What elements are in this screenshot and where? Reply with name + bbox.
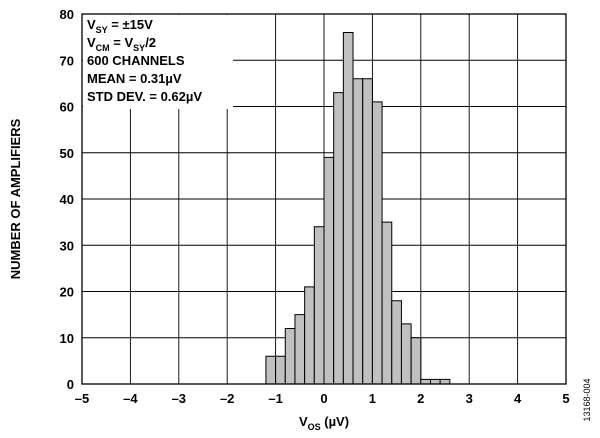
histogram-bar bbox=[400, 323, 412, 385]
plot-frame bbox=[81, 13, 567, 385]
annotation-line: 600 CHANNELS bbox=[87, 53, 185, 68]
histogram-bar bbox=[371, 101, 383, 385]
y-tick-label: 30 bbox=[60, 238, 74, 253]
x-tick-label: –2 bbox=[220, 391, 234, 406]
x-tick-label: –4 bbox=[123, 391, 138, 406]
histogram-bar bbox=[323, 156, 335, 385]
y-tick-labels: 0 10 20 30 40 50 60 70 80 bbox=[60, 7, 74, 392]
histogram-bar bbox=[420, 378, 431, 385]
y-tick-label: 50 bbox=[60, 146, 74, 161]
histogram-bar bbox=[429, 378, 441, 385]
y-tick-label: 80 bbox=[60, 7, 74, 22]
y-tick-label: 0 bbox=[67, 377, 74, 392]
x-tick-labels: –5 –4 –3 –2 –1 0 1 2 3 4 5 bbox=[75, 391, 570, 406]
annotation-line: VCM = VSY/2 bbox=[87, 35, 156, 53]
histogram-bar bbox=[275, 355, 286, 385]
histogram-bar bbox=[391, 300, 402, 385]
histogram-bar bbox=[410, 337, 422, 385]
annotation-line: VSY = ±15V bbox=[87, 17, 153, 35]
y-tick-label: 20 bbox=[60, 285, 74, 300]
x-tick-label: 4 bbox=[514, 391, 522, 406]
histogram-bar bbox=[342, 32, 354, 385]
annotation-line: STD DEV. = 0.62µV bbox=[87, 89, 202, 104]
x-tick-label: 5 bbox=[562, 391, 569, 406]
histogram-bar bbox=[294, 314, 306, 385]
histogram-bar bbox=[439, 378, 451, 385]
x-axis-label: VOS (µV) bbox=[299, 414, 349, 432]
x-tick-label: –5 bbox=[75, 391, 89, 406]
annotation-line: MEAN = 0.31µV bbox=[87, 71, 182, 86]
x-tick-label: –3 bbox=[172, 391, 186, 406]
y-tick-label: 10 bbox=[60, 331, 74, 346]
histogram-bar bbox=[304, 286, 315, 385]
histogram-bar bbox=[284, 328, 296, 385]
histogram-bar bbox=[313, 226, 325, 385]
histogram-bar bbox=[381, 221, 393, 385]
x-tick-label: –1 bbox=[268, 391, 282, 406]
histogram-bar bbox=[333, 92, 344, 385]
y-tick-label: 70 bbox=[60, 53, 74, 68]
histogram-bars bbox=[265, 32, 451, 385]
histogram-bar bbox=[362, 78, 373, 385]
annotation-box bbox=[83, 15, 233, 109]
x-tick-label: 0 bbox=[320, 391, 327, 406]
figure-id: 13168-004 bbox=[582, 378, 592, 421]
x-tick-label: 3 bbox=[466, 391, 473, 406]
x-tick-label: 2 bbox=[417, 391, 424, 406]
histogram-bar bbox=[352, 78, 364, 385]
y-tick-label: 60 bbox=[60, 100, 74, 115]
y-axis-label: NUMBER OF AMPLIFIERS bbox=[8, 118, 23, 279]
y-tick-label: 40 bbox=[60, 192, 74, 207]
histogram-bar bbox=[265, 355, 277, 385]
x-tick-label: 1 bbox=[369, 391, 376, 406]
